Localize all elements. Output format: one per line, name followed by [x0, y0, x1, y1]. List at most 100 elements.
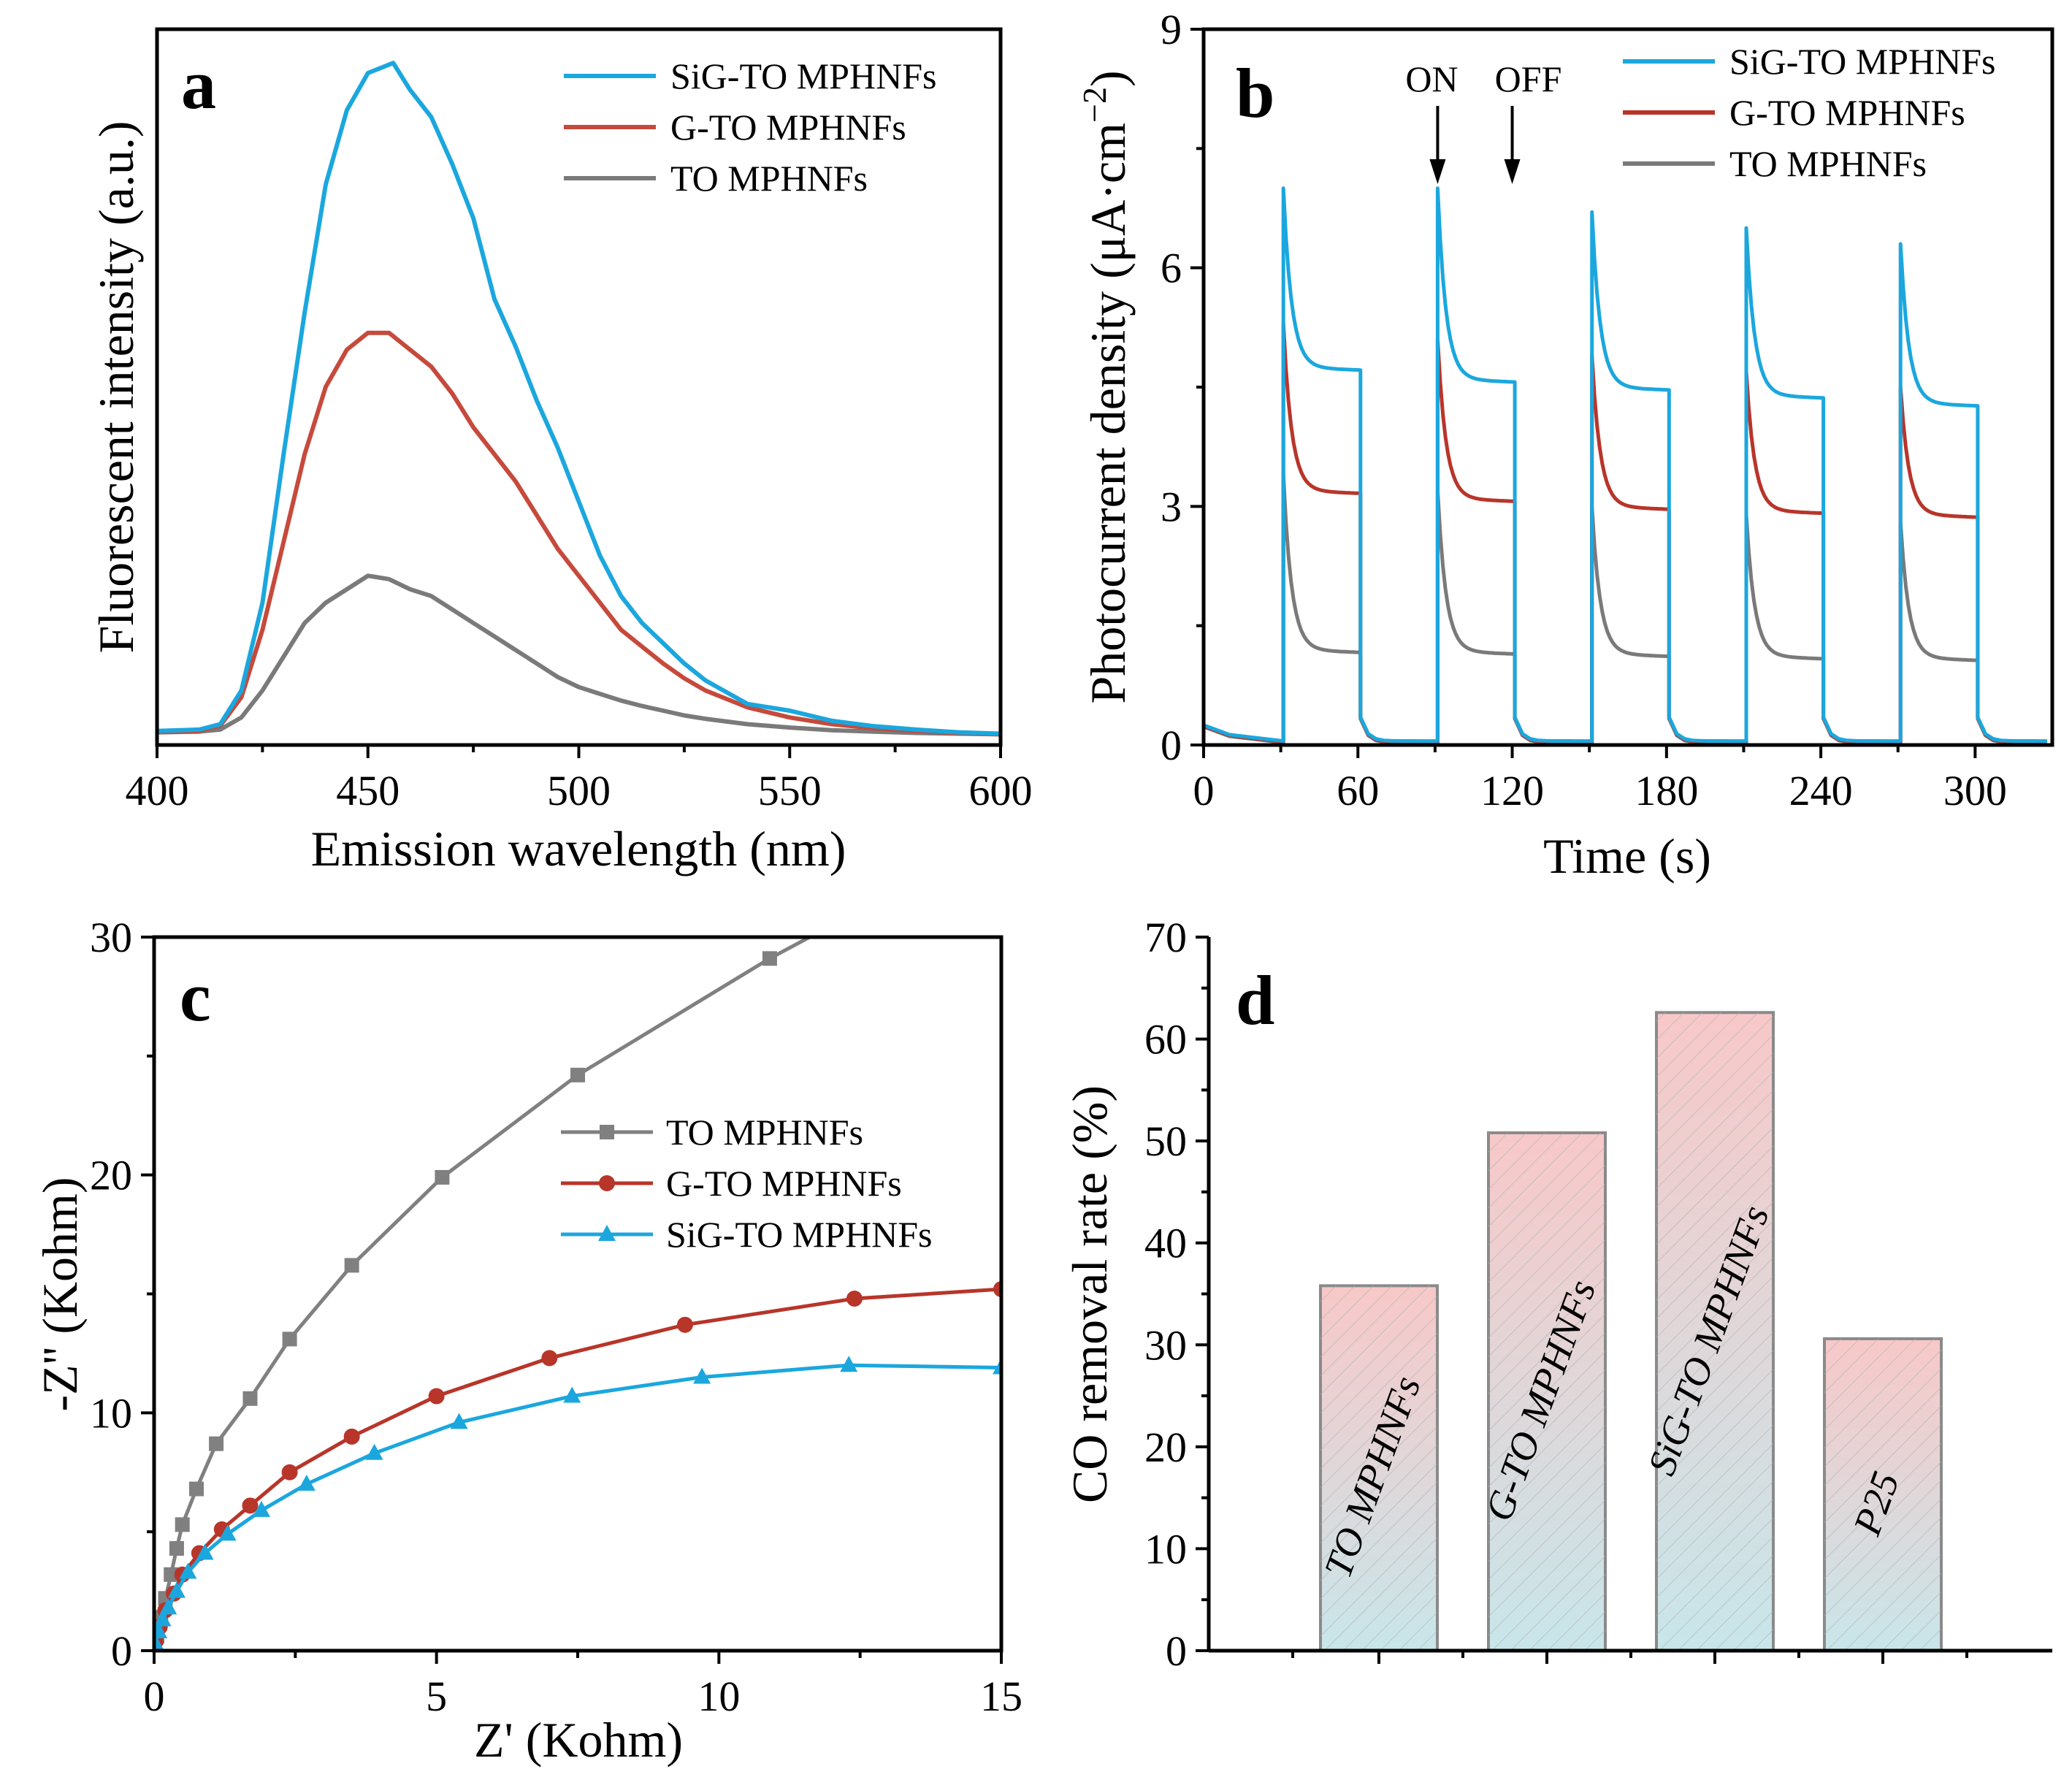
- panel-c-ytick-label: 10: [90, 1389, 132, 1437]
- panel-c-ylabel: -Z'' (Kohm): [32, 1177, 88, 1412]
- panel-b-legend-label: SiG-TO MPHNFs: [1729, 41, 1995, 82]
- panel-b-annotation-arrowhead: [1504, 159, 1521, 184]
- panel-c-data-point: [167, 1581, 186, 1598]
- panel-a-curves: [157, 61, 1001, 737]
- panel-c-data-point: [297, 1475, 316, 1491]
- panel-b-xtick-label: 180: [1635, 767, 1698, 814]
- panel-b-ytick-label: 0: [1161, 722, 1182, 769]
- panel-c-data-point: [541, 1350, 558, 1367]
- panel-c-data-point: [343, 1428, 360, 1445]
- panel-a: 400 450 500 550 600 a Emission wavelength (n…: [88, 27, 1033, 876]
- panel-b-annotation-label: OFF: [1495, 58, 1562, 99]
- panel-c-data-point: [189, 1481, 204, 1497]
- panel-c-frame: [152, 935, 1003, 1653]
- panel-c-data-point: [570, 1067, 585, 1082]
- panel-c-ytick-label: 30: [90, 914, 132, 961]
- panel-c-data-point: [450, 1413, 468, 1429]
- panel-d-ytick-label: 50: [1144, 1117, 1187, 1165]
- panel-c-data-point: [175, 1517, 190, 1532]
- panel-c-legend-marker: [598, 1225, 616, 1241]
- panel-c-data-point: [159, 1598, 177, 1615]
- panel-a-xtick-label: 550: [758, 767, 822, 814]
- panel-c-xtick-label: 0: [144, 1673, 165, 1720]
- panel-d-ytick-label: 60: [1144, 1016, 1187, 1063]
- panel-a-xtick-label: 450: [336, 767, 400, 814]
- panel-b-xtick-label: 0: [1193, 767, 1215, 814]
- panel-c-data-point: [435, 1169, 450, 1185]
- panel-c-legend: TO MPHNFs G-TO MPHNFs SiG-TO MPHNFs: [561, 1112, 932, 1255]
- panel-c-data-point: [179, 1562, 197, 1579]
- panel-c-data-point: [846, 1291, 863, 1307]
- panel-d-yticks: 0 10 20 30 40 50 60 70: [1144, 914, 1209, 1675]
- panel-c-legend-label: SiG-TO MPHNFs: [666, 1214, 932, 1255]
- panel-a-letter: a: [181, 45, 216, 123]
- panel-d-ytick-label: 30: [1144, 1321, 1187, 1369]
- panel-c-curves: [154, 918, 1001, 1651]
- panel-d-ytick-label: 70: [1144, 914, 1187, 961]
- panel-a-xtick-label: 400: [126, 767, 189, 814]
- panel-c-data-point: [365, 1443, 383, 1460]
- panel-b-xtick-label: 240: [1789, 767, 1853, 814]
- panel-b: 0 60 120 180 240 300 0 3 6 9 b Time (s) Photocur…: [1076, 6, 2054, 884]
- panel-c-data-point: [209, 1436, 224, 1451]
- panel-c-xticks: 0 5 10 15: [144, 1651, 1022, 1720]
- panel-c-series-line: [154, 1287, 1001, 1651]
- panel-c-data-point: [993, 1358, 1001, 1375]
- panel-c-data-point: [825, 918, 839, 933]
- panel-a-xticks: 400 450 500 550 600: [126, 745, 1033, 814]
- panel-a-legend-label: SiG-TO MPHNFs: [670, 56, 936, 96]
- panel-a-ylabel: Fluorescent intensity (a.u.): [88, 121, 144, 654]
- panel-d-bar-hatch: [1488, 1132, 1605, 1651]
- panel-a-legend-label: G-TO MPHNFs: [670, 107, 906, 148]
- panel-b-legend: SiG-TO MPHNFs G-TO MPHNFs TO MPHNFs: [1623, 41, 1995, 184]
- panel-c-xtick-label: 5: [426, 1673, 447, 1720]
- panel-b-xtick-label: 300: [1943, 767, 2007, 814]
- panel-c-data-point: [252, 1500, 270, 1517]
- panel-b-ytick-label: 9: [1161, 6, 1182, 53]
- panel-c-legend-label: TO MPHNFs: [666, 1112, 863, 1153]
- panel-c-legend-marker: [599, 1175, 615, 1191]
- panel-b-xtick-label: 120: [1480, 767, 1544, 814]
- panel-c-data-point: [428, 1388, 445, 1405]
- panel-b-ylabel: Photocurrent density (μA·cm−2): [1076, 70, 1136, 703]
- panel-c-data-point: [676, 1316, 693, 1333]
- panel-c-xtick-label: 15: [980, 1673, 1022, 1720]
- panel-b-ytick-label: 6: [1161, 245, 1182, 292]
- panel-b-xtick-label: 60: [1337, 767, 1379, 814]
- panel-c-data-point: [154, 1610, 172, 1627]
- panel-c: 0 5 10 15 0 10 20 30 c Z' (Kohm) -Z'' (Kohm) T…: [32, 914, 1022, 1768]
- panel-c-data-point: [242, 1391, 258, 1406]
- panel-c-data-point: [169, 1540, 184, 1556]
- panel-a-xtick-label: 500: [547, 767, 611, 814]
- panel-c-ytick-label: 0: [111, 1627, 132, 1675]
- panel-d-bar-hatch: [1320, 1285, 1437, 1651]
- panel-c-data-point: [242, 1497, 259, 1514]
- panel-c-data-point: [281, 1464, 298, 1480]
- panel-d-ytick-label: 0: [1166, 1627, 1187, 1675]
- panel-b-letter: b: [1236, 54, 1274, 132]
- panel-d-ytick-label: 10: [1144, 1525, 1187, 1573]
- panel-d-ylabel: CO removal rate (%): [1062, 1085, 1117, 1503]
- panel-c-data-point: [218, 1524, 237, 1541]
- panel-c-yticks: 0 10 20 30: [90, 914, 154, 1675]
- panel-c-legend-label: G-TO MPHNFs: [666, 1163, 902, 1204]
- panel-b-xticks: 0 60 120 180 240 300: [1193, 745, 2007, 814]
- panel-c-data-point: [762, 951, 777, 966]
- panel-b-xlabel: Time (s): [1543, 828, 1711, 884]
- panel-c-legend-marker: [600, 1125, 614, 1139]
- panel-c-xlabel: Z' (Kohm): [474, 1712, 683, 1768]
- panel-c-data-point: [693, 1367, 711, 1384]
- panel-b-ylabel-close: ): [1080, 70, 1136, 87]
- panel-c-series-line: [154, 937, 814, 1651]
- panel-a-series-line: [157, 573, 1001, 737]
- panel-a-xtick-label: 600: [969, 767, 1033, 814]
- panel-c-letter: c: [180, 958, 211, 1036]
- panel-c-data-point: [164, 1567, 179, 1582]
- panel-b-yticks: 0 3 6 9: [1161, 6, 1204, 769]
- panel-a-series-line: [157, 61, 1001, 736]
- panel-b-annotation-arrowhead: [1429, 159, 1446, 184]
- panel-c-xtick-label: 10: [697, 1673, 740, 1720]
- panel-a-series-line: [157, 330, 1001, 737]
